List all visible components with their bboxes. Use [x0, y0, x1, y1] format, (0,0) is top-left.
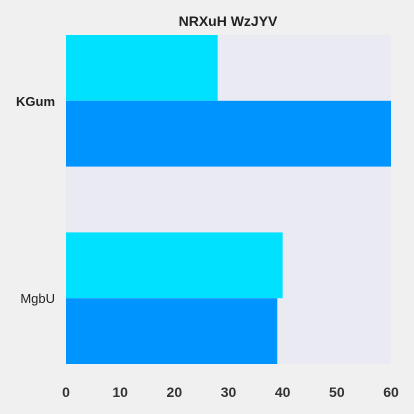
bar-mgbu-series-1	[66, 232, 283, 299]
y-tick-label-kgum: KGum	[16, 94, 55, 109]
x-tick-label-50: 50	[329, 384, 345, 400]
bar-kgum-series-2	[66, 100, 391, 167]
x-tick-label-60: 60	[383, 384, 399, 400]
bar-kgum-series-1	[66, 35, 218, 101]
chart-title: NRXuH WzJYV	[179, 13, 278, 29]
bars-group	[66, 35, 391, 364]
x-tick-label-20: 20	[167, 384, 183, 400]
x-tick-label-40: 40	[275, 384, 291, 400]
y-tick-label-mgbu: MgbU	[20, 291, 55, 306]
y-tick-labels: KGum MgbU	[16, 94, 55, 306]
x-tick-label-10: 10	[112, 384, 128, 400]
x-tick-label-0: 0	[62, 384, 70, 400]
x-tick-label-30: 30	[221, 384, 237, 400]
bar-mgbu-series-2	[66, 298, 278, 364]
x-tick-labels: 0 10 20 30 40 50 60	[62, 384, 399, 400]
